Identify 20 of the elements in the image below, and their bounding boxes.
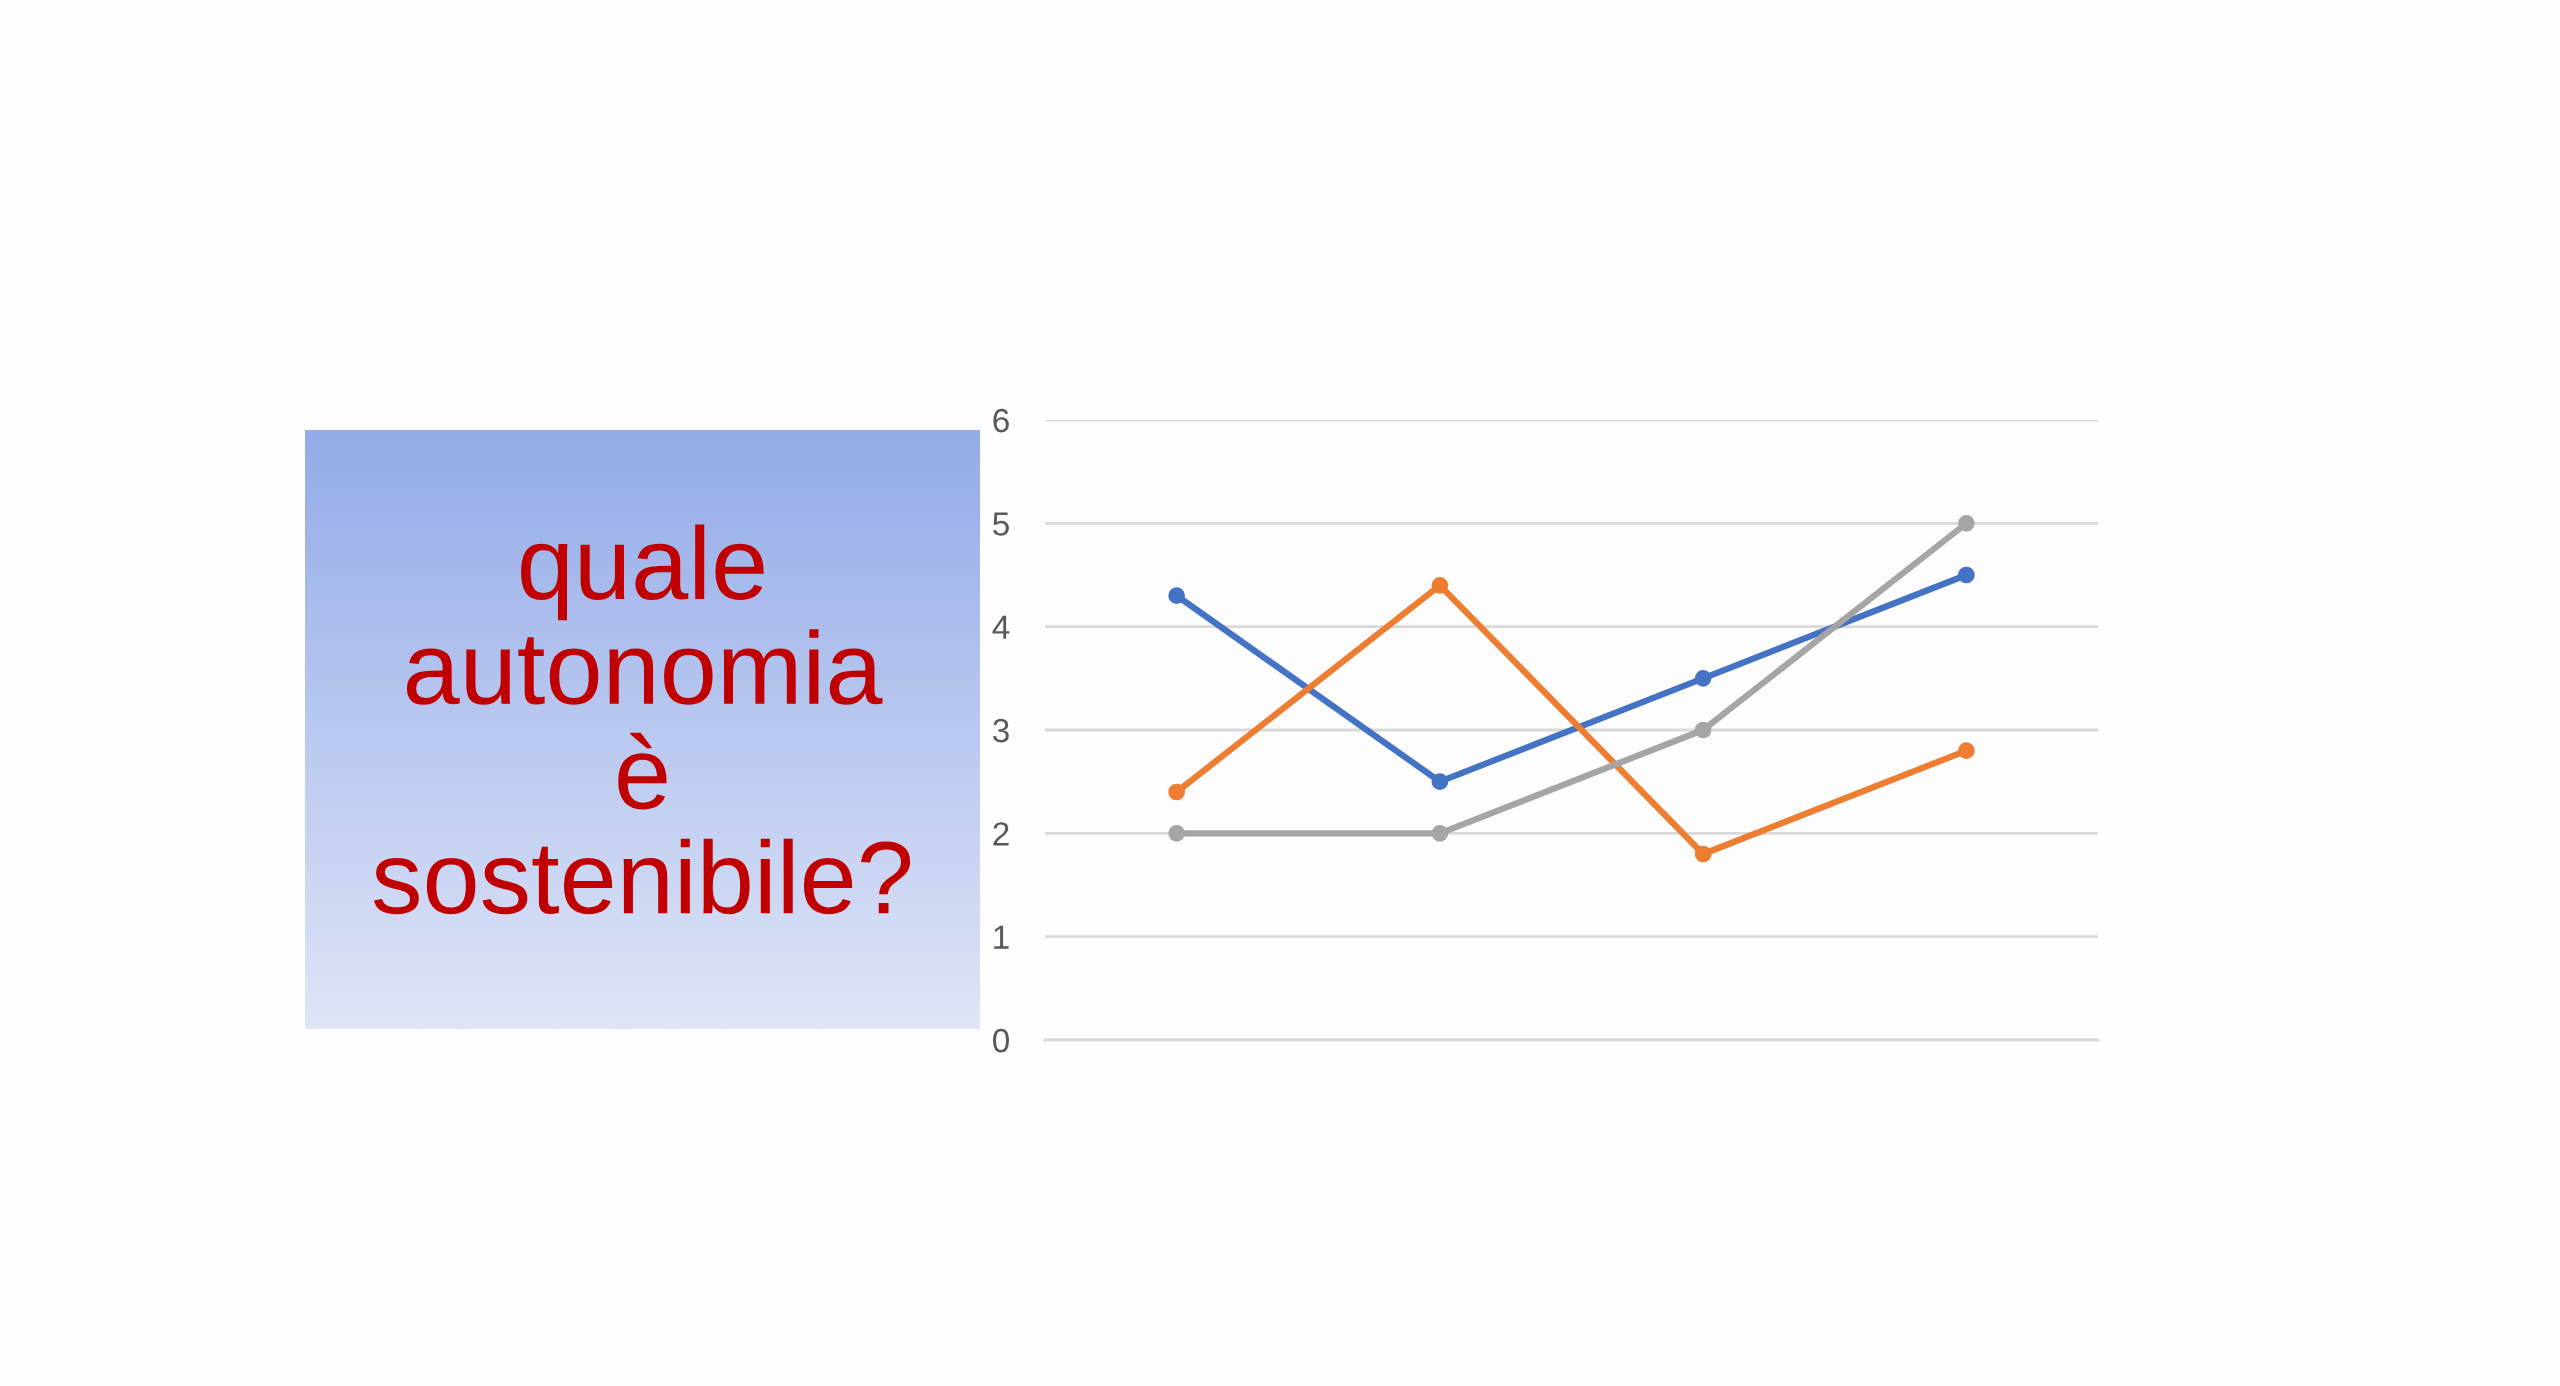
point (1431, 824, 1449, 842)
point (1958, 566, 1975, 584)
y-tick-label: 3 (993, 718, 1009, 743)
y-tick-label: 6 (993, 408, 1009, 433)
y-tick-label: 1 (994, 925, 1009, 949)
point (1431, 576, 1449, 594)
y-tick-label: 2 (993, 822, 1009, 846)
point (1958, 742, 1975, 760)
point (1958, 514, 1975, 532)
point (1431, 773, 1449, 791)
point (1694, 845, 1712, 863)
y-tick-label: 5 (993, 512, 1009, 536)
y-tick-label: 0 (993, 1028, 1009, 1053)
text: quale autonomia è sostenibile? (373, 524, 911, 915)
point (1694, 721, 1712, 739)
y-tick-label: 4 (992, 615, 1010, 639)
point (1168, 783, 1185, 801)
point (1694, 669, 1712, 687)
point (1168, 824, 1185, 842)
point (1168, 587, 1185, 605)
